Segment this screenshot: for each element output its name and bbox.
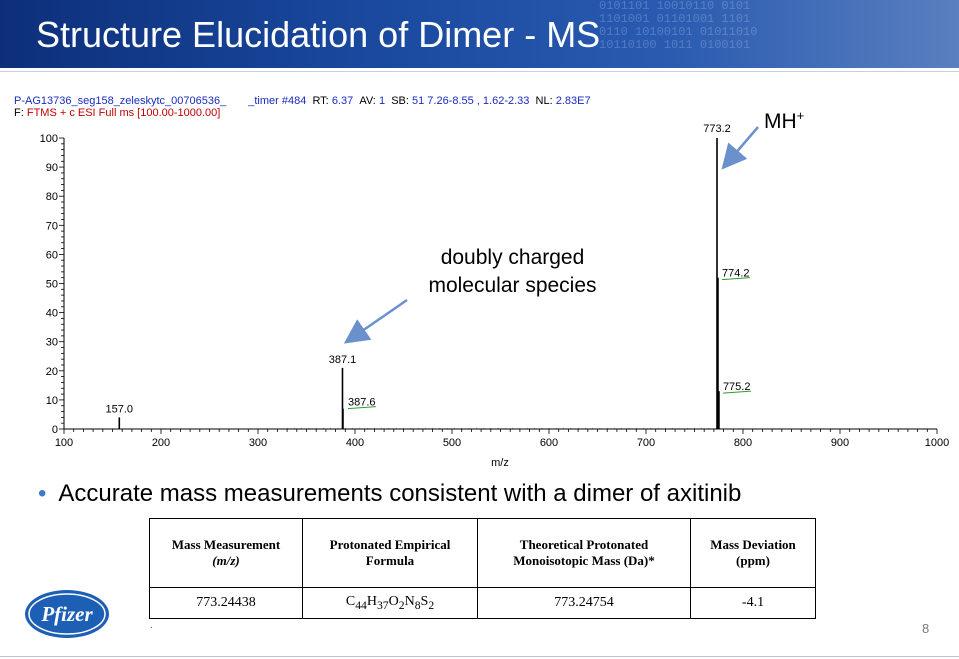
header-empirical-formula: Protonated Empirical Formula bbox=[302, 518, 478, 588]
summary-bullet: • Accurate mass measurements consistent w… bbox=[38, 480, 741, 508]
av-value: 1 bbox=[378, 95, 386, 107]
spectrum-header: P-AG13736_seg158_zeleskytc_00706536_ _tim… bbox=[14, 95, 591, 119]
scan-filter: FTMS + c ESI Full ms [100.00-1000.00] bbox=[26, 107, 221, 119]
slide-header: 0101101 10010110 0101 1101001 01101001 1… bbox=[0, 0, 959, 68]
y-tick-label: 10 bbox=[46, 395, 58, 407]
mh-text: MH bbox=[764, 110, 797, 133]
sb-value: 51 7.26-8.55 , 1.62-2.33 bbox=[411, 95, 530, 107]
header-background-pattern: 0101101 10010110 0101 1101001 01101001 1… bbox=[599, 0, 758, 52]
y-tick-label: 30 bbox=[46, 337, 58, 349]
footer-mark: . bbox=[150, 620, 153, 631]
x-tick-label: 600 bbox=[540, 437, 558, 449]
cell-theoretical: 773.24754 bbox=[477, 587, 691, 619]
rt-label: RT: bbox=[312, 95, 329, 107]
svg-text:Pfizer: Pfizer bbox=[40, 602, 93, 626]
x-tick-label: 100 bbox=[55, 437, 73, 449]
peak-label: 774.2 bbox=[722, 268, 750, 280]
peak-label: 387.6 bbox=[348, 397, 376, 409]
cell-mass: 773.24438 bbox=[149, 587, 303, 619]
timer-label: _timer #484 bbox=[248, 95, 307, 107]
mass-spectrum-chart: 100 200 300 400 500 600 700 800 900 1000 0 10 20 30 40… bbox=[40, 123, 950, 469]
mh-annotation: MH+ bbox=[764, 108, 804, 134]
cell-formula: C44H37O2N8S2 bbox=[302, 587, 478, 619]
slide-number: 8 bbox=[922, 621, 930, 636]
doubly-charged-line2: molecular species bbox=[428, 274, 597, 297]
y-tick-label: 80 bbox=[46, 191, 58, 203]
spectrum-header-line1: P-AG13736_seg158_zeleskytc_00706536_ _tim… bbox=[14, 95, 591, 107]
y-tick-label: 70 bbox=[46, 220, 58, 232]
header-mass-measurement: Mass Measurement (m/z) bbox=[149, 518, 303, 588]
cell-deviation: -4.1 bbox=[690, 587, 816, 619]
filter-prefix: F: bbox=[14, 107, 24, 119]
peak-label-underline bbox=[347, 406, 377, 410]
header-theoretical-mass: Theoretical Protonated Monoisotopic Mass … bbox=[477, 518, 691, 588]
slide-title: Structure Elucidation of Dimer - MS bbox=[36, 14, 601, 55]
x-tick-label: 400 bbox=[346, 437, 364, 449]
bullet-text: Accurate mass measurements consistent wi… bbox=[58, 480, 742, 507]
y-tick-label: 40 bbox=[46, 308, 58, 320]
bullet-dot: • bbox=[38, 480, 47, 507]
peak-label: 387.1 bbox=[329, 354, 357, 366]
x-axis-label: m/z bbox=[491, 457, 509, 469]
x-tick-label: 800 bbox=[734, 437, 752, 449]
peak-label-underline bbox=[721, 277, 751, 281]
nl-label: NL: bbox=[535, 95, 553, 107]
av-label: AV: bbox=[359, 95, 376, 107]
mh-superscript: + bbox=[796, 108, 805, 123]
peak-label: 775.2 bbox=[723, 381, 751, 393]
x-tick-label: 500 bbox=[443, 437, 461, 449]
nl-value: 2.83E7 bbox=[555, 95, 591, 107]
peak-label: 773.2 bbox=[703, 123, 731, 135]
doubly-charged-annotation: doubly charged molecular species bbox=[415, 244, 610, 300]
x-tick-label: 1000 bbox=[925, 437, 949, 449]
rt-value: 6.37 bbox=[331, 95, 354, 107]
doubly-charged-arrow bbox=[343, 298, 408, 344]
raw-file-name: P-AG13736_seg158_zeleskytc_00706536_ bbox=[14, 95, 227, 107]
x-tick-label: 700 bbox=[637, 437, 655, 449]
peak-label-underline bbox=[722, 390, 751, 394]
x-tick-label: 200 bbox=[152, 437, 170, 449]
doubly-charged-line1: doubly charged bbox=[440, 246, 585, 269]
header-rule bbox=[0, 68, 959, 72]
y-tick-label: 90 bbox=[46, 162, 58, 174]
chart-peaks: 157.0 387.1 387.6 773.2 774.2 775.2 bbox=[106, 123, 751, 429]
slide-bottom-border bbox=[0, 656, 959, 657]
y-tick-label: 50 bbox=[46, 279, 58, 291]
table-row: 773.24438 C44H37O2N8S2 773.24754 -4.1 bbox=[149, 587, 816, 619]
header-mass-deviation: Mass Deviation (ppm) bbox=[690, 518, 816, 588]
x-tick-label: 300 bbox=[249, 437, 267, 449]
mass-table: Mass Measurement (m/z) Protonated Empiric… bbox=[149, 518, 816, 619]
x-tick-label: 900 bbox=[831, 437, 849, 449]
mh-arrow bbox=[721, 126, 759, 170]
y-tick-label: 0 bbox=[52, 424, 58, 436]
peak-label: 157.0 bbox=[106, 403, 134, 415]
pfizer-logo: Pfizer bbox=[25, 590, 109, 638]
y-tick-label: 60 bbox=[46, 249, 58, 261]
spectrum-header-line2: F: FTMS + c ESI Full ms [100.00-1000.00] bbox=[14, 107, 591, 119]
sb-label: SB: bbox=[391, 95, 409, 107]
y-tick-label: 20 bbox=[46, 366, 58, 378]
y-tick-label: 100 bbox=[40, 133, 58, 145]
chart-axes: 100 200 300 400 500 600 700 800 900 1000 0 10 20 30 40… bbox=[40, 133, 950, 449]
table-header-row: Mass Measurement (m/z) Protonated Empiric… bbox=[149, 518, 816, 588]
